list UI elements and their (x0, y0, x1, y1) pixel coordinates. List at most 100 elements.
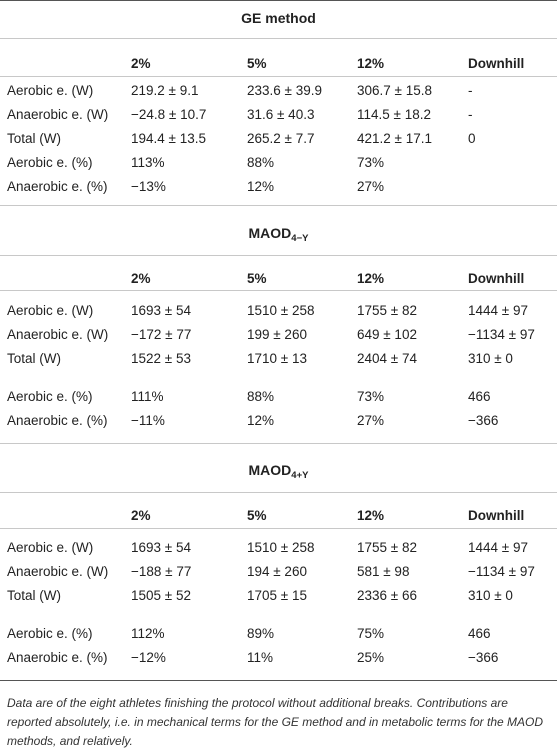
section-title-text: GE method (241, 10, 316, 26)
table-cell: 310 ± 0 (468, 351, 513, 366)
table-cell: 2336 ± 66 (357, 588, 417, 603)
table-cell: 75% (357, 626, 385, 641)
table-cell: 306.7 ± 15.8 (357, 83, 432, 98)
section-bottom-rule (0, 443, 557, 444)
table-cell: 31.6 ± 40.3 (247, 107, 315, 122)
table-cell: 310 ± 0 (468, 588, 513, 603)
table-cell: 1710 ± 13 (247, 351, 307, 366)
table-row: Total (W) 194.4 ± 13.5 265.2 ± 7.7 421.2 ± … (0, 127, 557, 151)
table-cell: 11% (247, 650, 274, 665)
table-row: Anaerobic e. (W) −172 ± 77 199 ± 260 649 ± … (0, 323, 557, 347)
table-cell: 12% (247, 179, 275, 194)
table-cell: 1522 ± 53 (131, 351, 191, 366)
column-header: 5% (247, 508, 267, 523)
table-cell: - (468, 107, 473, 122)
table-row: Total (W) 1505 ± 52 1705 ± 15 2336 ± 66 310 … (0, 584, 557, 608)
table-cell: 88% (247, 155, 275, 170)
table-cell: 466 (468, 626, 491, 641)
table-cell: 1755 ± 82 (357, 303, 417, 318)
table-row: Aerobic e. (W) 219.2 ± 9.1 233.6 ± 39.9 306… (0, 79, 557, 103)
table-cell: 1444 ± 97 (468, 540, 528, 555)
section-title-text: MAOD (248, 462, 292, 478)
table-row: Aerobic e. (W) 1693 ± 54 1510 ± 258 1755 ± … (0, 299, 557, 323)
table-cell: 114.5 ± 18.2 (357, 107, 431, 122)
column-header-row: 2% 5% 12% Downhill (0, 267, 557, 291)
table-cell: 2404 ± 74 (357, 351, 417, 366)
row-label: Aerobic e. (W) (7, 83, 94, 98)
table-row: Aerobic e. (W) 1693 ± 54 1510 ± 258 1755 ± … (0, 536, 557, 560)
row-label: Anaerobic e. (%) (7, 179, 108, 194)
table-cell: 1755 ± 82 (357, 540, 417, 555)
section-title: MAOD4−Y (0, 225, 557, 245)
column-header: 5% (247, 271, 267, 286)
row-label: Aerobic e. (%) (7, 389, 93, 404)
table-cell: −1134 ± 97 (468, 327, 535, 342)
table-row: Anaerobic e. (%) −12% 11% 25% −366 (0, 646, 557, 670)
table-row: Anaerobic e. (W) −188 ± 77 194 ± 260 581 ± … (0, 560, 557, 584)
row-label: Aerobic e. (%) (7, 155, 93, 170)
table-cell: −172 ± 77 (131, 327, 192, 342)
table-cell: 1510 ± 258 (247, 540, 315, 555)
table-row: Aerobic e. (%) 111% 88% 73% 466 (0, 385, 557, 409)
table-cell: 27% (357, 179, 385, 194)
table-cell: 27% (357, 413, 385, 428)
row-label: Aerobic e. (W) (7, 303, 94, 318)
section-bottom-rule (0, 205, 557, 206)
table-cell: 421.2 ± 17.1 (357, 131, 432, 146)
section-rule (0, 492, 557, 493)
row-label: Anaerobic e. (W) (7, 107, 109, 122)
table-cell: 194.4 ± 13.5 (131, 131, 206, 146)
table-cell: 0 (468, 131, 476, 146)
table-cell: −11% (131, 413, 165, 428)
column-header: Downhill (468, 271, 525, 286)
top-rule (0, 0, 557, 1)
table-cell: 113% (131, 155, 165, 170)
row-label: Aerobic e. (W) (7, 540, 94, 555)
table-cell: 88% (247, 389, 275, 404)
table-row: Anaerobic e. (%) −11% 12% 27% −366 (0, 409, 557, 433)
section-rule (0, 255, 557, 256)
row-label: Total (W) (7, 351, 61, 366)
column-header: 2% (131, 56, 151, 71)
column-header: 12% (357, 271, 385, 286)
column-header: 2% (131, 508, 151, 523)
table-cell: 25% (357, 650, 385, 665)
table-cell: 1705 ± 15 (247, 588, 307, 603)
section-title: GE method (0, 10, 557, 30)
table-cell: −366 (468, 413, 499, 428)
row-label: Total (W) (7, 588, 61, 603)
row-label: Total (W) (7, 131, 61, 146)
header-rule (0, 528, 557, 529)
header-rule (0, 76, 557, 77)
table-cell: −1134 ± 97 (468, 564, 535, 579)
table-cell: 1693 ± 54 (131, 303, 191, 318)
table-cell: 1444 ± 97 (468, 303, 528, 318)
column-header: 5% (247, 56, 267, 71)
table-cell: 73% (357, 389, 385, 404)
section-title-text: MAOD (248, 225, 292, 241)
header-rule (0, 290, 557, 291)
section-bottom-rule (0, 680, 557, 681)
table-cell: 73% (357, 155, 385, 170)
table-cell: 199 ± 260 (247, 327, 307, 342)
table-cell: 89% (247, 626, 275, 641)
table-row: Aerobic e. (%) 113% 88% 73% (0, 151, 557, 175)
section-title-subscript: 4+Y (291, 470, 309, 481)
table-cell: −24.8 ± 10.7 (131, 107, 207, 122)
row-label: Aerobic e. (%) (7, 626, 93, 641)
table-cell: −188 ± 77 (131, 564, 192, 579)
table-cell: 111% (131, 389, 164, 404)
table-cell: −13% (131, 179, 166, 194)
table-cell: 194 ± 260 (247, 564, 307, 579)
table-cell: 1693 ± 54 (131, 540, 191, 555)
table-cell: 219.2 ± 9.1 (131, 83, 199, 98)
section-rule (0, 38, 557, 39)
section-title: MAOD4+Y (0, 462, 557, 482)
table-cell: 581 ± 98 (357, 564, 410, 579)
column-header-row: 2% 5% 12% Downhill (0, 52, 557, 76)
table-cell: 233.6 ± 39.9 (247, 83, 322, 98)
section-title-subscript: 4−Y (291, 233, 309, 244)
column-header: Downhill (468, 508, 525, 523)
table-cell: 112% (131, 626, 165, 641)
row-label: Anaerobic e. (W) (7, 327, 109, 342)
